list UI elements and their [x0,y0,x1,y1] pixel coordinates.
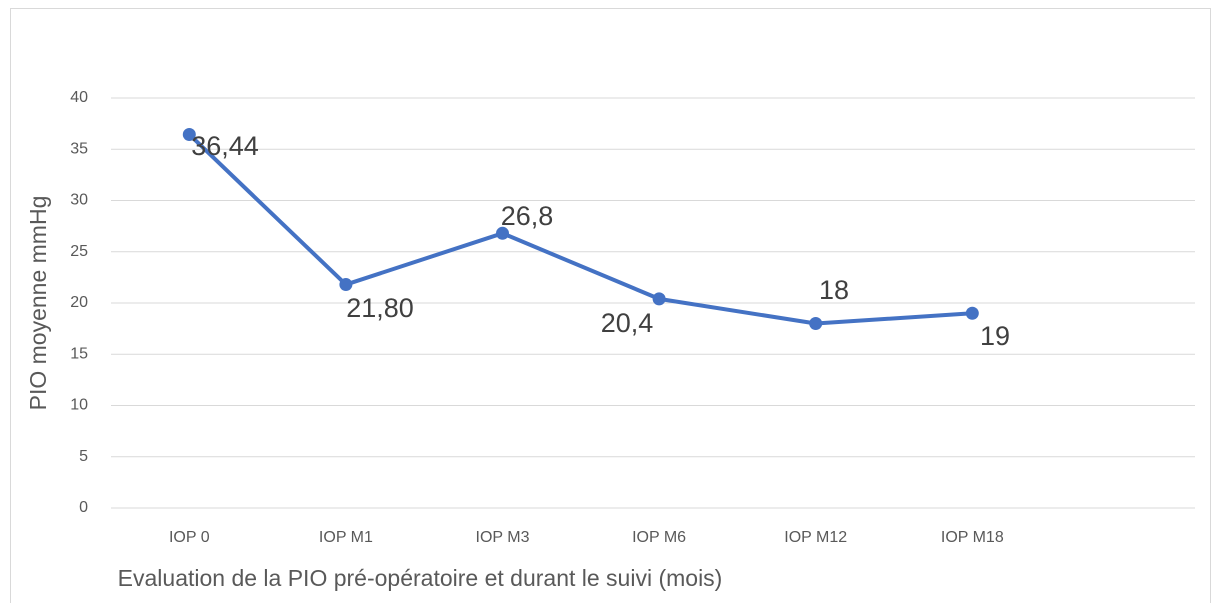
line [187,133,973,326]
y-tick-label: 5 [79,448,88,465]
marker [809,317,823,330]
marker [652,292,666,306]
data-label: 18 [819,275,849,305]
x-tick-label: IOP M3 [476,529,530,546]
y-tick-label: 10 [70,397,88,414]
y-tick-label: 30 [70,192,88,209]
data-label: 26,8 [501,201,554,231]
y-tick-label: 25 [70,243,88,260]
x-tick-label: IOP M18 [941,529,1004,546]
data-label: 20,4 [601,308,654,338]
marker [965,306,979,320]
chart-frame [10,8,1211,603]
y-tick-label: 0 [79,499,88,516]
x-axis-title: Evaluation de la PIO pré-opératoire et d… [118,565,723,591]
y-tick-label: 40 [70,89,88,106]
data-label: 21,80 [346,293,414,323]
marker [182,127,196,141]
data-label: 19 [980,321,1010,351]
x-tick-label: IOP M6 [632,529,686,546]
y-axis-title: PIO moyenne mmHg [25,196,51,411]
x-tick-label: IOP M1 [319,529,373,546]
y-tick-label: 20 [70,294,88,311]
x-tick-label: IOP M12 [784,529,847,546]
y-tick-label: 35 [70,140,88,157]
x-tick-label: IOP 0 [169,529,210,546]
marker [496,226,509,240]
data-label: 36,44 [191,131,259,161]
marker [339,278,353,292]
y-tick-label: 15 [70,345,88,362]
